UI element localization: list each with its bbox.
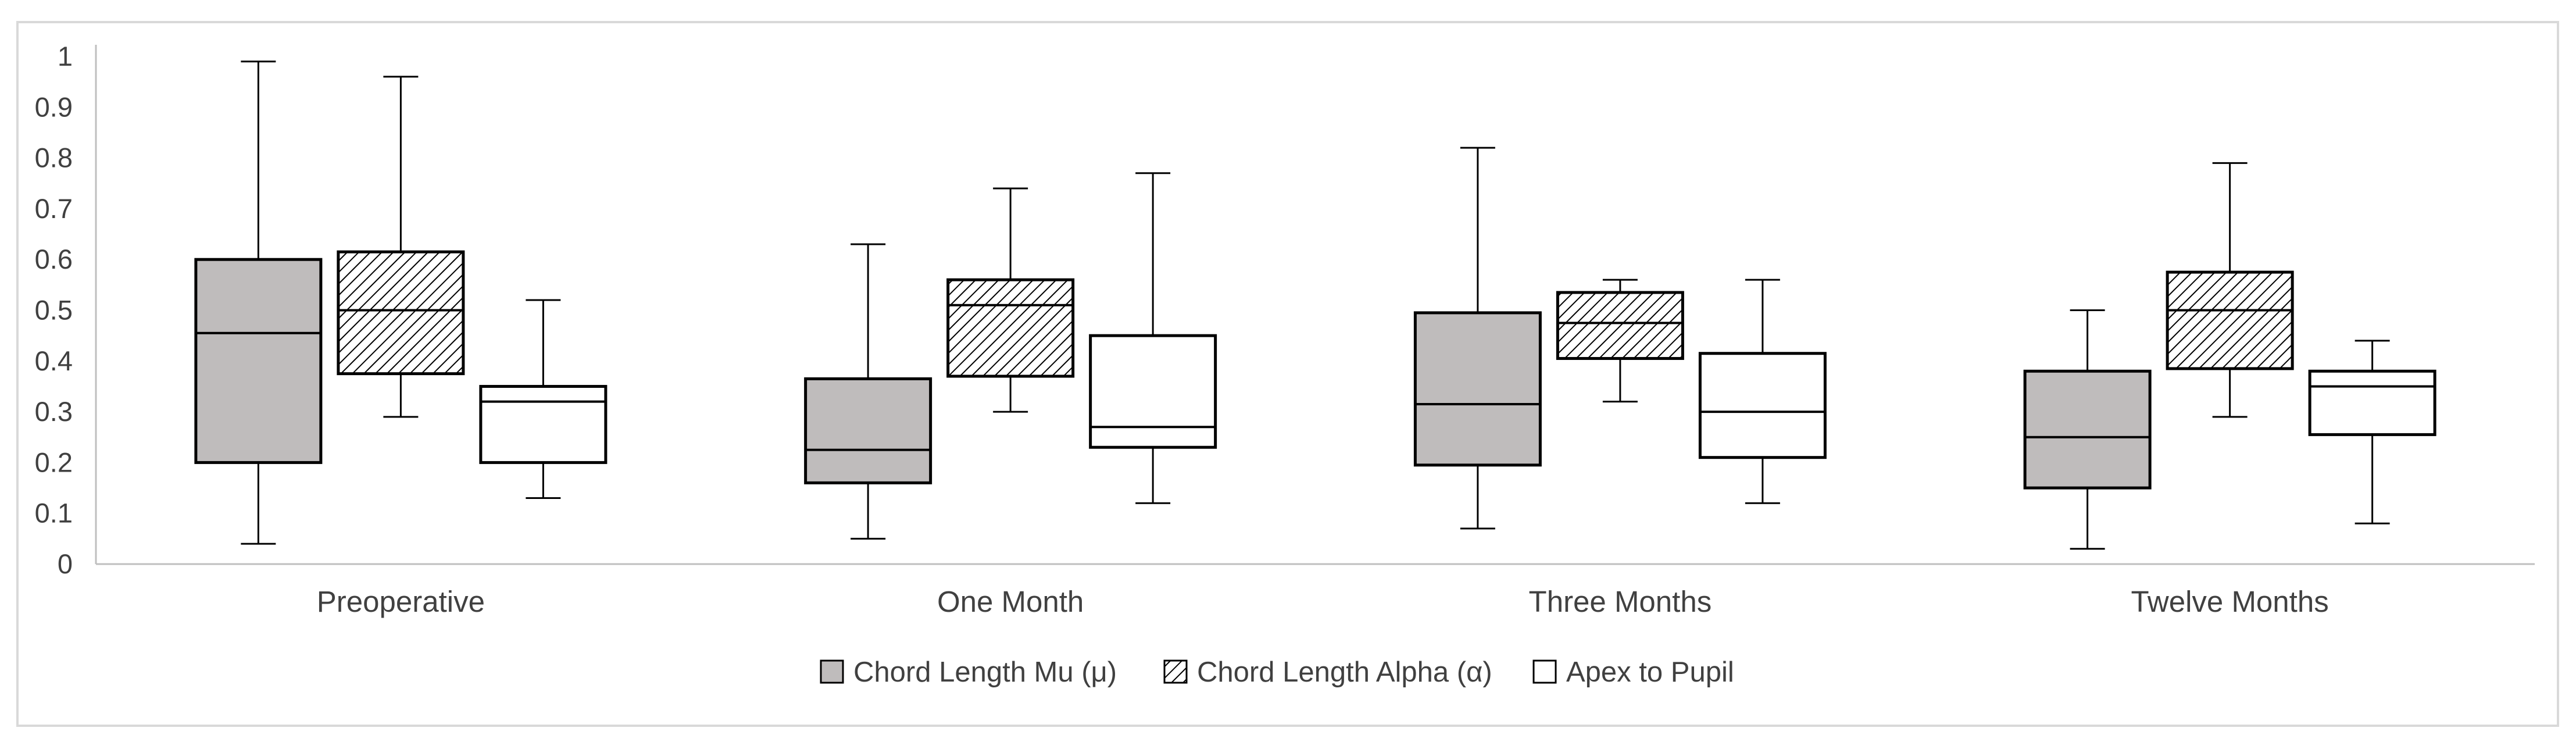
box-0-1 — [337, 76, 465, 418]
y-tick-label: 0.4 — [35, 345, 73, 376]
box-3-2 — [2308, 340, 2436, 525]
legend-item: Chord Length Alpha (α) — [1163, 657, 1492, 688]
iqr-box — [1698, 352, 1827, 459]
category-label: Three Months — [1529, 585, 1712, 618]
iqr-box — [2023, 369, 2152, 490]
box-0-2 — [479, 299, 608, 500]
category-label: Twelve Months — [2131, 585, 2329, 618]
iqr-box — [337, 250, 465, 376]
iqr-box — [946, 278, 1075, 378]
box-0-0 — [194, 60, 323, 545]
legend-swatch — [820, 659, 844, 684]
iqr-box — [479, 384, 608, 464]
legend-item: Apex to Pupil — [1532, 657, 1734, 688]
y-tick-label: 0.1 — [35, 498, 73, 529]
y-tick-label: 0.2 — [35, 447, 73, 477]
iqr-box — [2166, 270, 2294, 370]
legend-item: Chord Length Mu (μ) — [820, 657, 1117, 688]
category-label: One Month — [937, 585, 1084, 618]
iqr-box — [1413, 311, 1542, 467]
box-2-1 — [1556, 279, 1684, 403]
iqr-box — [2308, 369, 2436, 436]
box-1-2 — [1089, 172, 1217, 504]
iqr-box — [194, 258, 323, 464]
box-2-0 — [1413, 147, 1542, 530]
iqr-box — [1089, 334, 1217, 449]
y-tick-label: 0.6 — [35, 244, 73, 274]
legend-swatch — [1532, 659, 1557, 684]
chart-frame — [16, 21, 2559, 727]
y-tick-label: 0.9 — [35, 91, 73, 122]
box-2-2 — [1698, 279, 1827, 504]
legend-label: Chord Length Mu (μ) — [853, 657, 1117, 688]
y-tick-label: 0.8 — [35, 142, 73, 173]
y-tick-label: 0.5 — [35, 295, 73, 326]
legend-label: Chord Length Alpha (α) — [1197, 657, 1492, 688]
legend-label: Apex to Pupil — [1566, 657, 1734, 688]
legend-swatch — [1163, 659, 1188, 684]
category-label: Preoperative — [317, 585, 485, 618]
box-3-1 — [2166, 162, 2294, 418]
box-3-0 — [2023, 309, 2152, 550]
box-1-0 — [804, 243, 932, 540]
y-tick-label: 0.3 — [35, 396, 73, 427]
y-tick-label: 1 — [58, 41, 73, 72]
y-tick-label: 0.7 — [35, 193, 73, 224]
y-tick-label: 0 — [58, 548, 73, 579]
iqr-box — [1556, 291, 1684, 360]
iqr-box — [804, 377, 932, 484]
box-1-1 — [946, 187, 1075, 413]
